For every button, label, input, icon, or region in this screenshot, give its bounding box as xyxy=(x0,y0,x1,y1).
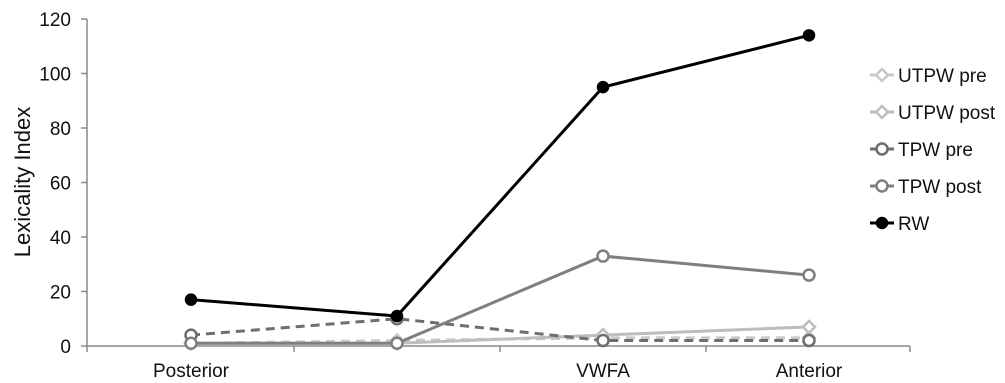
y-tick-label: 80 xyxy=(50,119,71,140)
legend-label: UTPW post xyxy=(898,103,996,124)
data-point xyxy=(875,216,889,230)
x-tick-label: VWFA xyxy=(576,361,630,382)
legend-item: UTPW pre xyxy=(870,66,987,87)
y-axis-title: Lexicality Index xyxy=(10,107,35,257)
legend-label: TPW pre xyxy=(898,140,973,161)
data-point xyxy=(390,336,404,351)
data-point xyxy=(596,249,610,263)
series-line xyxy=(190,33,810,318)
data-point xyxy=(802,29,816,42)
data-point xyxy=(596,80,610,94)
legend-label: RW xyxy=(898,214,929,235)
data-point xyxy=(184,336,198,351)
y-tick-label: 120 xyxy=(39,10,71,31)
data-point xyxy=(874,104,890,120)
x-axis: Posterior VWFA Anterior xyxy=(86,345,911,382)
x-tick-label: Anterior xyxy=(776,361,843,382)
legend-item: RW xyxy=(870,214,929,235)
series-utpw-post xyxy=(183,319,817,352)
data-point xyxy=(390,309,404,323)
legend-item: TPW post xyxy=(870,177,982,198)
series-line xyxy=(190,317,809,343)
legend-label: TPW post xyxy=(898,177,982,198)
data-point xyxy=(875,142,889,156)
legend: UTPW pre UTPW post TPW pre TPW post RW xyxy=(870,66,996,235)
legend-label: UTPW pre xyxy=(898,66,987,87)
legend-item: TPW pre xyxy=(870,140,973,161)
x-tick-label: Posterior xyxy=(153,361,230,382)
y-tick-label: 100 xyxy=(39,65,71,86)
series-line xyxy=(191,254,810,345)
data-point xyxy=(874,67,890,83)
series-rw xyxy=(184,29,816,323)
y-axis: 0 20 40 60 80 100 120 xyxy=(39,10,88,358)
legend-item: UTPW post xyxy=(870,103,996,124)
y-tick-label: 40 xyxy=(50,228,71,249)
data-point xyxy=(184,293,198,306)
y-tick-label: 0 xyxy=(60,337,71,358)
y-tick-label: 20 xyxy=(50,283,71,304)
series-line xyxy=(190,336,809,345)
data-point xyxy=(875,179,889,193)
series-tpw-post xyxy=(184,249,816,351)
y-tick-label: 60 xyxy=(50,174,71,195)
data-point xyxy=(802,333,816,348)
data-point xyxy=(802,268,816,282)
data-point xyxy=(801,319,817,335)
data-point xyxy=(596,333,610,348)
series-group xyxy=(183,29,817,352)
